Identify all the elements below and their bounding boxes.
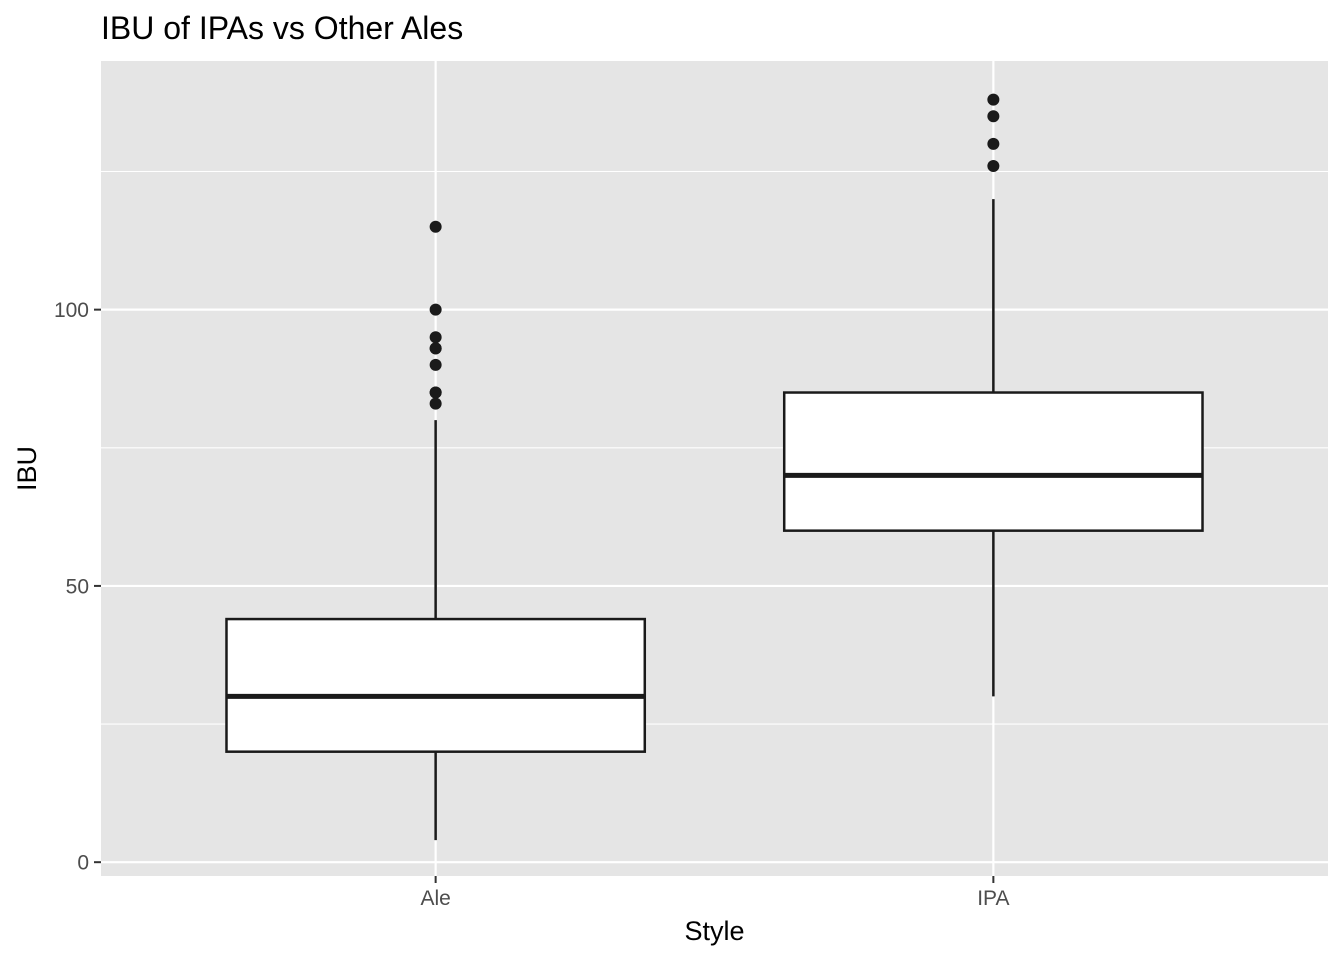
outlier-point-ale-6 [429, 331, 442, 344]
x-tick-label-ale: Ale [420, 887, 450, 910]
outlier-point-ipa-2 [987, 110, 1000, 123]
box-rect-ale [225, 617, 647, 753]
outlier-point-ale-0 [429, 397, 442, 410]
outlier-point-ale-7 [429, 303, 442, 316]
x-axis: Ale IPA [420, 876, 1010, 910]
outlier-point-ale-8 [429, 220, 442, 233]
outlier-point-ipa-3 [987, 93, 1000, 106]
chart-title: IBU of IPAs vs Other Ales [101, 10, 463, 46]
boxplot-series [225, 93, 1204, 841]
y-tick-label-0: 0 [77, 852, 89, 875]
outlier-point-ale-5 [429, 342, 442, 355]
box-ale [225, 220, 647, 841]
x-axis-title: Style [684, 916, 744, 946]
y-axis-title: IBU [12, 446, 42, 491]
y-axis: 0 50 100 [54, 299, 101, 875]
box-ipa [782, 93, 1204, 697]
outlier-point-ale-2 [429, 386, 442, 399]
outlier-point-ipa-1 [987, 137, 1000, 150]
outlier-point-ale-3 [429, 358, 442, 371]
x-tick-label-ipa: IPA [977, 887, 1009, 910]
outlier-point-ipa-0 [987, 159, 1000, 172]
y-tick-label-100: 100 [54, 299, 89, 322]
box-rect-ipa [782, 391, 1204, 532]
y-tick-label-50: 50 [66, 575, 89, 598]
